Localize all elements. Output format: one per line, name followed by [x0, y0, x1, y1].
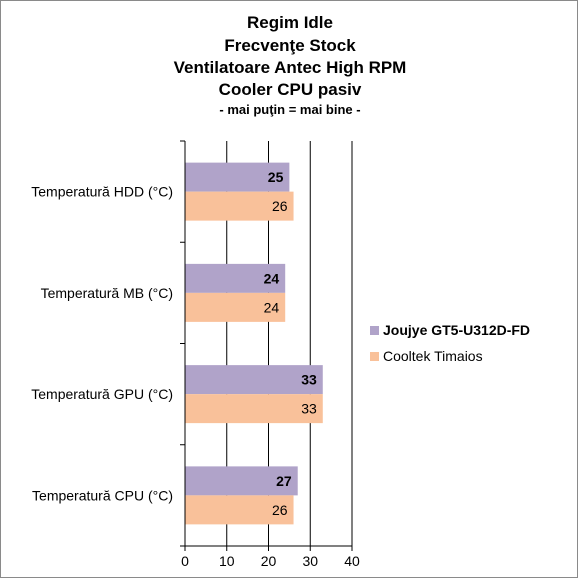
- x-tick-label: 20: [261, 553, 277, 569]
- y-tick-label: Temperatură MB (°C): [41, 285, 173, 301]
- data-label: 25: [268, 169, 284, 185]
- legend-swatch: [370, 326, 379, 335]
- chart-title-line: Cooler CPU pasiv: [219, 80, 362, 99]
- data-label: 33: [301, 401, 317, 417]
- data-label: 27: [276, 473, 292, 489]
- chart-title: Regim Idle Frecvenţe Stock Ventilatoare An…: [174, 13, 407, 117]
- data-label: 26: [272, 502, 288, 518]
- bar: [185, 365, 323, 395]
- legend: Joujye GT5-U312D-FD Cooltek Timaios: [370, 322, 530, 364]
- legend-label: Cooltek Timaios: [383, 348, 483, 364]
- x-tick-label: 0: [181, 553, 189, 569]
- chart-title-line: Ventilatoare Antec High RPM: [174, 58, 407, 77]
- bar: [185, 394, 323, 424]
- data-label: 24: [264, 299, 280, 315]
- bars: 25 26 24 24 33 33 27 26: [185, 162, 323, 525]
- y-tick-label: Temperatură HDD (°C): [31, 184, 173, 200]
- bar: [185, 191, 294, 221]
- x-tick-label: 10: [219, 553, 235, 569]
- data-label: 26: [272, 198, 288, 214]
- legend-swatch: [370, 352, 379, 361]
- legend-label: Joujye GT5-U312D-FD: [383, 322, 530, 338]
- chart-title-line: Frecvenţe Stock: [224, 36, 356, 55]
- bar: [185, 162, 290, 192]
- chart-title-line: Regim Idle: [247, 13, 333, 32]
- bar: [185, 263, 286, 293]
- bar: [185, 466, 298, 496]
- bar: [185, 292, 286, 322]
- bar: [185, 495, 294, 525]
- data-label: 33: [301, 372, 317, 388]
- chart-subtitle: - mai puţin = mai bine -: [219, 102, 360, 117]
- y-tick-label: Temperatură CPU (°C): [32, 487, 173, 503]
- axes: 0 10 20 30 40 Temperatură HDD (°C) Temperatură…: [31, 140, 360, 569]
- data-label: 24: [264, 270, 280, 286]
- y-tick-label: Temperatură GPU (°C): [31, 386, 173, 402]
- x-tick-label: 40: [344, 553, 360, 569]
- x-tick-label: 30: [302, 553, 318, 569]
